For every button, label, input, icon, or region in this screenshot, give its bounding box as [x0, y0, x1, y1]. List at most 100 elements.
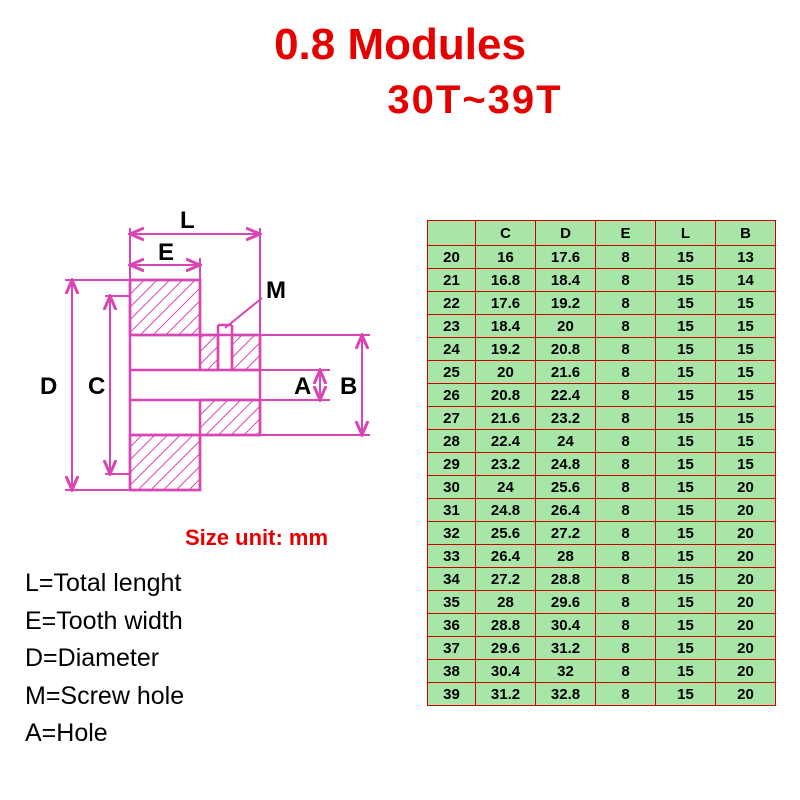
table-cell: 29.6: [476, 637, 536, 660]
table-cell: 32: [536, 660, 596, 683]
table-cell: 8: [596, 614, 656, 637]
table-cell: 24: [476, 476, 536, 499]
table-cell: 15: [656, 338, 716, 361]
table-cell: 28: [536, 545, 596, 568]
table-cell: 27: [428, 407, 476, 430]
table-col-header: D: [536, 221, 596, 246]
table-cell: 20: [716, 568, 776, 591]
table-cell: 15: [716, 407, 776, 430]
table-cell: 20: [716, 637, 776, 660]
table-header: CDELB: [428, 221, 776, 246]
table-cell: 8: [596, 407, 656, 430]
table-cell: 15: [656, 407, 716, 430]
table-cell: 8: [596, 637, 656, 660]
table-cell: 31.2: [476, 683, 536, 706]
table-body: 201617.6815132116.818.4815142217.619.281…: [428, 246, 776, 706]
table-cell: 16.8: [476, 269, 536, 292]
table-cell: 8: [596, 315, 656, 338]
table-cell: 17.6: [476, 292, 536, 315]
table-cell: 28.8: [536, 568, 596, 591]
table-cell: 8: [596, 683, 656, 706]
table-cell: 15: [716, 430, 776, 453]
table-row: 3830.43281520: [428, 660, 776, 683]
label-E: E: [158, 239, 174, 266]
table-cell: 31.2: [536, 637, 596, 660]
table-cell: 20: [716, 591, 776, 614]
table-row: 2620.822.481515: [428, 384, 776, 407]
table-row: 2822.42481515: [428, 430, 776, 453]
table-cell: 27.2: [536, 522, 596, 545]
title-block: 0.8 Modules 30T~39T: [0, 20, 800, 123]
table-cell: 18.4: [476, 315, 536, 338]
table-col-header: L: [656, 221, 716, 246]
table-cell: 8: [596, 476, 656, 499]
table-cell: 8: [596, 591, 656, 614]
table-cell: 15: [656, 315, 716, 338]
table-row: 3225.627.281520: [428, 522, 776, 545]
title-main: 0.8 Modules: [0, 20, 800, 70]
table-cell: 16: [476, 246, 536, 269]
table-row: 302425.681520: [428, 476, 776, 499]
table-cell: 20: [716, 614, 776, 637]
table-cell: 8: [596, 545, 656, 568]
table-cell: 15: [656, 522, 716, 545]
table-row: 2116.818.481514: [428, 269, 776, 292]
table-row: 3729.631.281520: [428, 637, 776, 660]
table-cell: 36: [428, 614, 476, 637]
table-cell: 24.8: [476, 499, 536, 522]
table-cell: 20: [716, 522, 776, 545]
table-cell: 15: [656, 591, 716, 614]
table-cell: 22.4: [476, 430, 536, 453]
table-cell: 15: [656, 637, 716, 660]
table-cell: 21: [428, 269, 476, 292]
table-cell: 22: [428, 292, 476, 315]
label-M: M: [266, 277, 286, 304]
table-row: 3124.826.481520: [428, 499, 776, 522]
table-cell: 8: [596, 453, 656, 476]
table-cell: 30.4: [476, 660, 536, 683]
table-cell: 14: [716, 269, 776, 292]
table-cell: 34: [428, 568, 476, 591]
legend-item: L=Total lenght: [25, 565, 184, 603]
table-cell: 39: [428, 683, 476, 706]
table-row: 2923.224.881515: [428, 453, 776, 476]
table-cell: 15: [656, 568, 716, 591]
table-cell: 8: [596, 384, 656, 407]
legend-block: L=Total lenght E=Tooth width D=Diameter …: [25, 565, 184, 753]
table-cell: 30: [428, 476, 476, 499]
title-sub: 30T~39T: [0, 78, 800, 123]
table-cell: 15: [656, 384, 716, 407]
table-cell: 29: [428, 453, 476, 476]
table-cell: 20: [716, 683, 776, 706]
table-cell: 35: [428, 591, 476, 614]
table-cell: 28: [476, 591, 536, 614]
table-cell: 20: [716, 660, 776, 683]
table-row: 352829.681520: [428, 591, 776, 614]
table-col-header: E: [596, 221, 656, 246]
table-cell: 29.6: [536, 591, 596, 614]
table-cell: 37: [428, 637, 476, 660]
table-cell: 15: [656, 660, 716, 683]
gear-diagram: L E M D C A B: [10, 210, 400, 540]
table-cell: 23.2: [476, 453, 536, 476]
label-B: B: [340, 373, 357, 400]
table-row: 3427.228.881520: [428, 568, 776, 591]
table-cell: 23: [428, 315, 476, 338]
table-cell: 15: [716, 361, 776, 384]
table-cell: 15: [656, 269, 716, 292]
table-row: 3628.830.481520: [428, 614, 776, 637]
table-cell: 26: [428, 384, 476, 407]
table-row: 252021.681515: [428, 361, 776, 384]
table-cell: 15: [656, 430, 716, 453]
table-cell: 20: [716, 476, 776, 499]
label-C: C: [88, 373, 105, 400]
table-cell: 21.6: [476, 407, 536, 430]
legend-item: E=Tooth width: [25, 603, 184, 641]
table-col-header: B: [716, 221, 776, 246]
table-row: 3931.232.881520: [428, 683, 776, 706]
table-cell: 28: [428, 430, 476, 453]
table-row: 2419.220.881515: [428, 338, 776, 361]
table-cell: 20: [716, 499, 776, 522]
table-row: 2721.623.281515: [428, 407, 776, 430]
table-cell: 15: [716, 384, 776, 407]
